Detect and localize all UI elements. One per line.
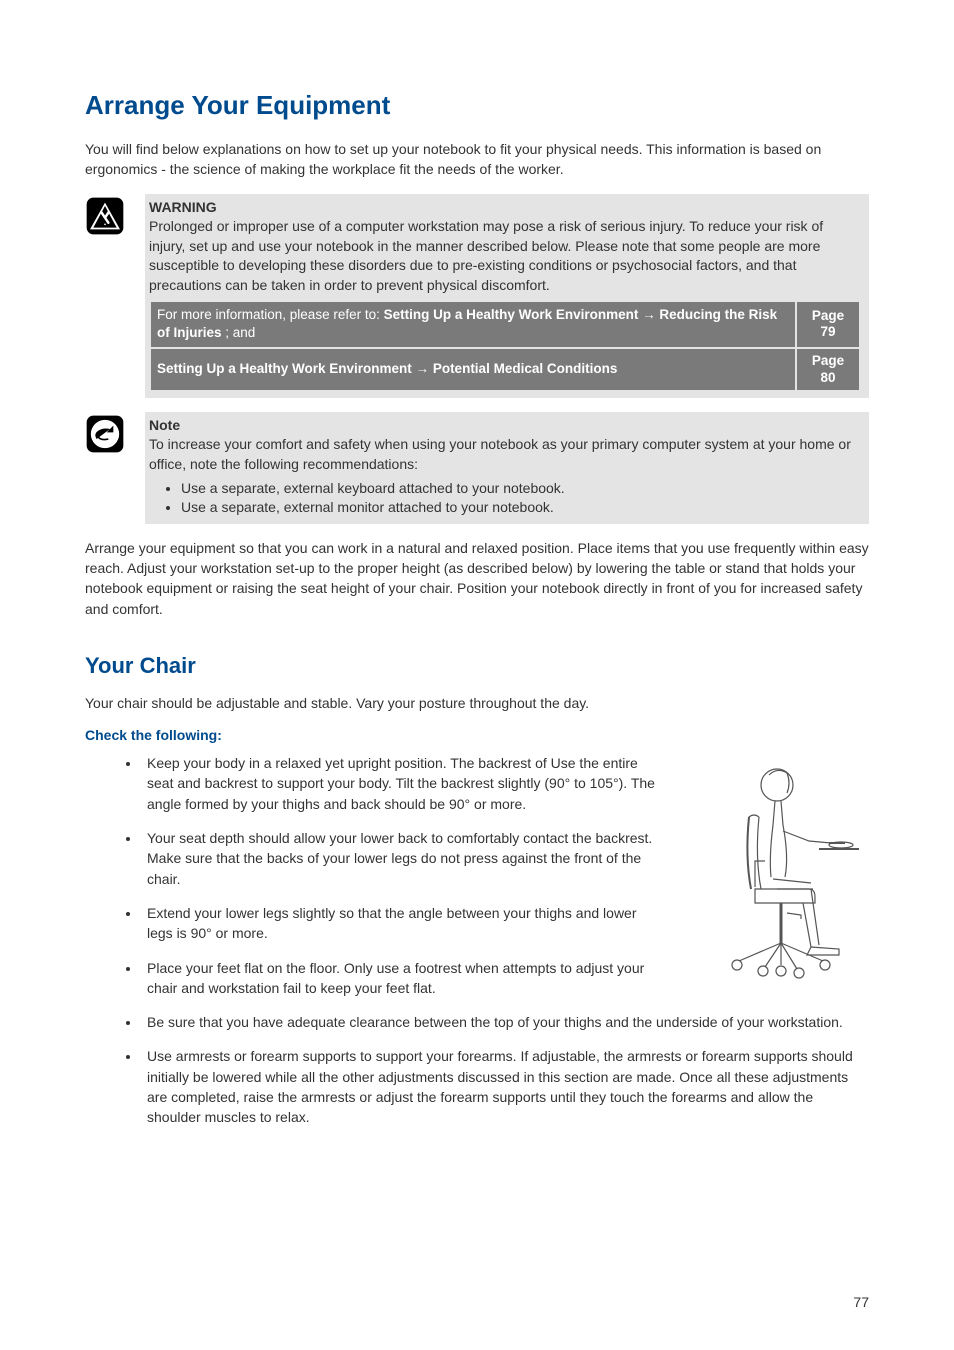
reference-page-cell: Page 80 [797, 349, 859, 389]
spacer [85, 633, 869, 653]
chair-content-row: Keep your body in a relaxed yet upright … [85, 753, 869, 1012]
list-item: Place your feet flat on the floor. Only … [141, 958, 659, 999]
page-label: Page [812, 353, 844, 368]
note-list: Use a separate, external keyboard attach… [149, 479, 861, 518]
ref-arrow: → [638, 307, 659, 322]
list-item: Keep your body in a relaxed yet upright … [141, 753, 659, 814]
reference-row: For more information, please refer to: S… [151, 302, 859, 348]
page-num: 79 [820, 324, 835, 339]
page-number: 77 [853, 1294, 869, 1310]
chair-intro: Your chair should be adjustable and stab… [85, 693, 869, 713]
ref-bold: Setting Up a Healthy Work Environment [157, 361, 412, 376]
check-heading: Check the following: [85, 727, 869, 743]
chair-list: Keep your body in a relaxed yet upright … [85, 753, 659, 998]
list-item: Use armrests or forearm supports to supp… [141, 1046, 869, 1127]
reference-table: For more information, please refer to: S… [149, 300, 861, 392]
warning-callout: WARNING Prolonged or improper use of a c… [85, 194, 869, 398]
list-item: Your seat depth should allow your lower … [141, 828, 659, 889]
ref-prefix: For more information, please refer to: [157, 307, 384, 322]
chair-list-below: Be sure that you have adequate clearance… [85, 1012, 869, 1127]
list-item: Extend your lower legs slightly so that … [141, 903, 659, 944]
list-item: Be sure that you have adequate clearance… [141, 1012, 869, 1032]
body-paragraph: Arrange your equipment so that you can w… [85, 538, 869, 619]
note-list-item: Use a separate, external keyboard attach… [181, 479, 861, 499]
note-title: Note [149, 417, 180, 433]
reference-page-cell: Page79 [797, 302, 859, 348]
warning-text: Prolonged or improper use of a computer … [149, 218, 823, 293]
page-label: Page [812, 308, 844, 323]
ref-suffix: ; and [222, 325, 256, 340]
reference-cell: For more information, please refer to: S… [151, 302, 795, 348]
note-list-item: Use a separate, external monitor attache… [181, 498, 861, 518]
intro-paragraph: You will find below explanations on how … [85, 139, 869, 180]
document-page: Arrange Your Equipment You will find bel… [0, 0, 954, 1350]
reference-row: Setting Up a Healthy Work Environment → … [151, 349, 859, 389]
ref-arrow: → [412, 361, 433, 376]
note-callout: Note To increase your comfort and safety… [85, 412, 869, 524]
section-heading: Your Chair [85, 653, 869, 679]
page-num: 80 [820, 370, 835, 385]
page-title: Arrange Your Equipment [85, 90, 869, 121]
ref-bold: Setting Up a Healthy Work Environment [384, 307, 639, 322]
warning-icon [85, 194, 145, 398]
ref-bold: Potential Medical Conditions [433, 361, 618, 376]
warning-title: WARNING [149, 199, 217, 215]
warning-body: WARNING Prolonged or improper use of a c… [145, 194, 869, 398]
chair-list-left: Keep your body in a relaxed yet upright … [85, 753, 659, 1012]
note-text: To increase your comfort and safety when… [149, 436, 851, 472]
reference-cell: Setting Up a Healthy Work Environment → … [151, 349, 795, 389]
chair-illustration [669, 753, 869, 1012]
note-icon [85, 412, 145, 524]
note-body: Note To increase your comfort and safety… [145, 412, 869, 524]
